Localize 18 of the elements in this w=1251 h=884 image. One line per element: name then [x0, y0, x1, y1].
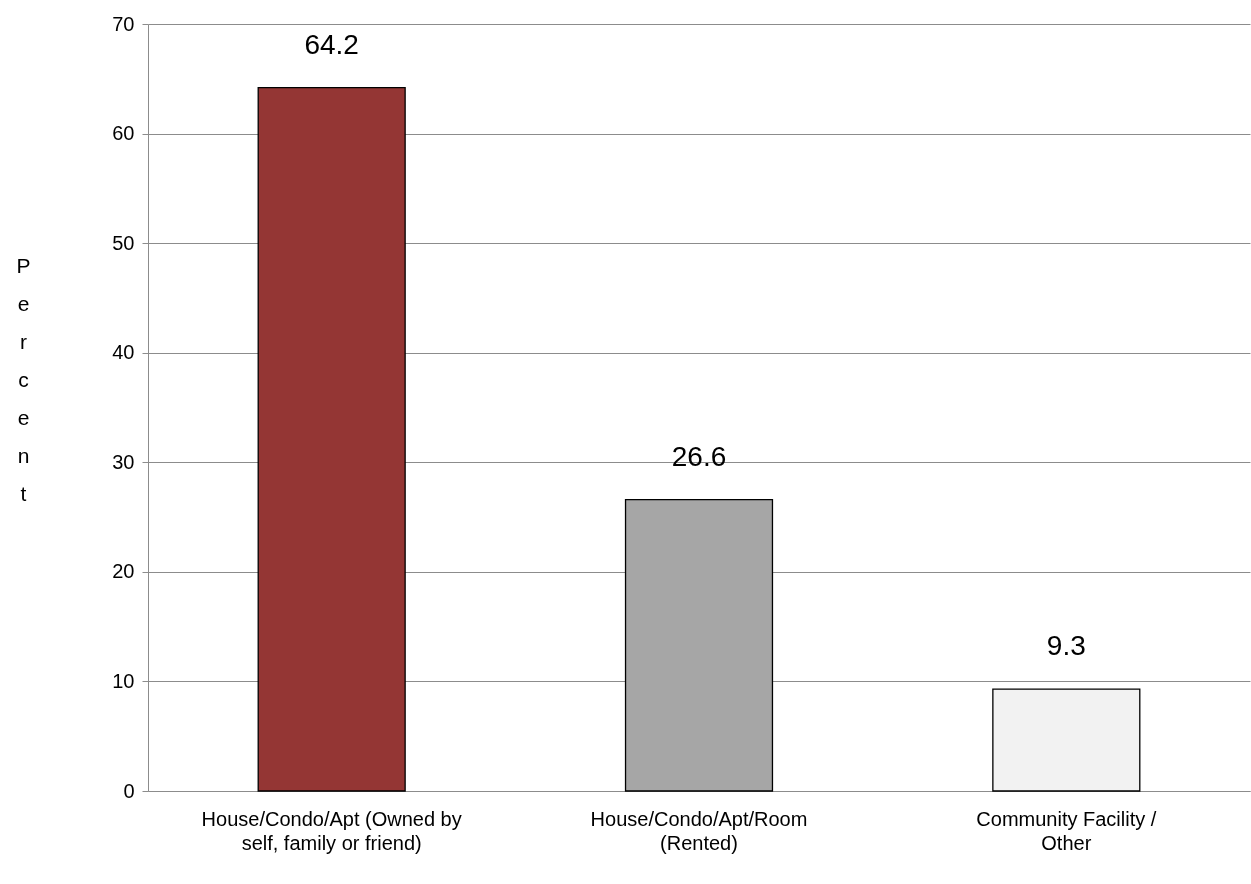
- data-label: 26.6: [671, 440, 727, 472]
- y-tick-label: 60: [112, 122, 135, 145]
- bar: [624, 498, 774, 792]
- x-tick-label: House/Condo/Apt/Room (Rented): [590, 807, 808, 854]
- x-tick-label: House/Condo/Apt (Owned by self, family or friend): [201, 807, 462, 854]
- y-tick-label: 70: [112, 12, 135, 35]
- y-axis-title: Percent: [16, 253, 31, 505]
- y-tick-label: 40: [112, 341, 135, 364]
- x-tick-label: Community Facility / Other: [976, 807, 1157, 854]
- y-tick-label: 20: [112, 560, 135, 583]
- bar: [257, 86, 406, 792]
- y-tick-label: 0: [123, 779, 135, 802]
- y-tick-label: 10: [112, 669, 135, 692]
- y-tick-label: 30: [112, 450, 135, 473]
- y-tick-label: 50: [112, 231, 135, 254]
- data-label: 64.2: [304, 28, 359, 60]
- bar: [992, 688, 1141, 792]
- data-label: 9.3: [1046, 630, 1086, 662]
